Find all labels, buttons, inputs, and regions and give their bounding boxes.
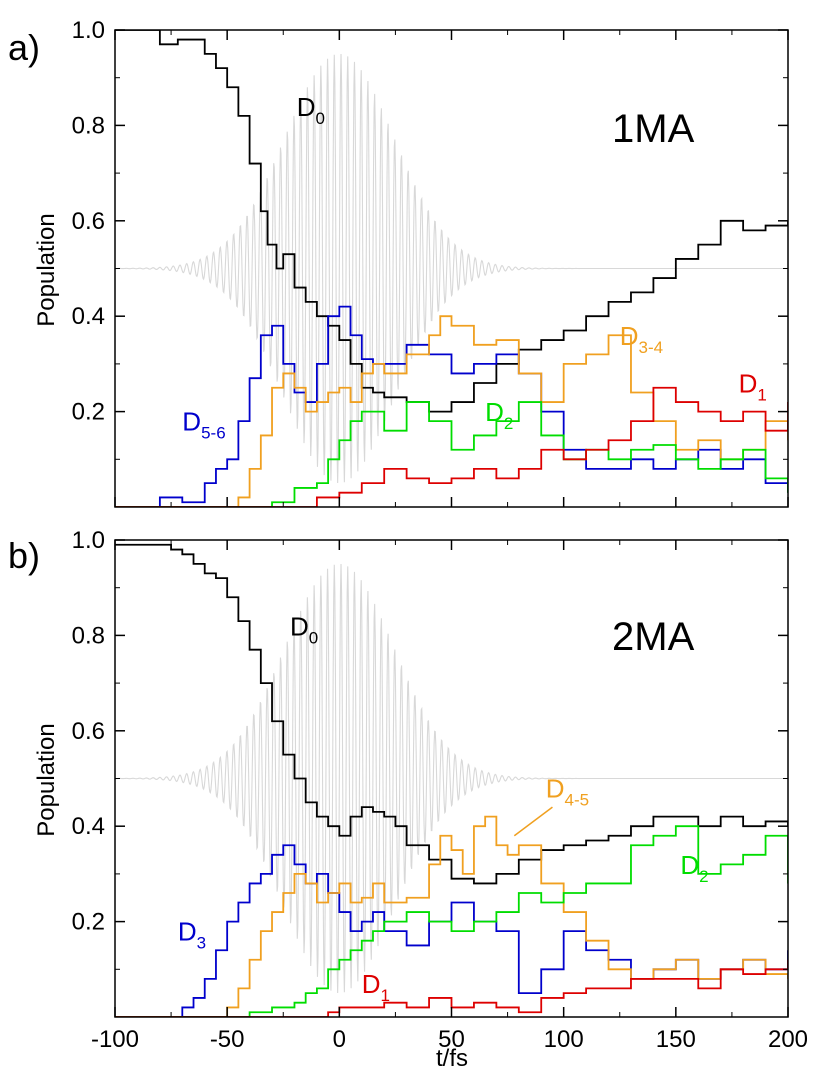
series-labels-b: D0 D3 D4-5 D2 D1 — [178, 611, 709, 1005]
series-line-d4-5 — [115, 815, 788, 1017]
series-line-d0 — [115, 543, 788, 885]
series-label-d1: D1 — [739, 369, 767, 405]
series-label-d0: D0 — [297, 92, 325, 128]
series-line-d1 — [115, 386, 788, 507]
molecule-label-b: 2MA — [612, 615, 695, 659]
series-line-d0 — [115, 30, 788, 413]
y-tick-label: 0.8 — [72, 622, 105, 649]
y-tick-label: 0.8 — [72, 112, 105, 139]
panel-b-chart: D0 D3 D4-5 D2 D1 0.2 0.4 0.6 0.8 1.0 -100 -50 0 50 1… — [8, 527, 808, 1071]
y-axis-ticks-a: 0.2 0.4 0.6 0.8 1.0 — [72, 17, 789, 507]
y-tick-label: 0.4 — [72, 813, 105, 840]
molecule-label-a: 1MA — [612, 107, 695, 151]
y-tick-label: 1.0 — [72, 527, 105, 554]
series-line-d5-6 — [115, 305, 788, 507]
series-labels-a: D0 D5-6 D3-4 D2 D1 — [182, 92, 767, 443]
panel-label-a: a) — [8, 27, 40, 68]
series-line-d1 — [115, 959, 788, 1017]
series-group-b — [115, 543, 788, 1017]
panel-label-b: b) — [8, 535, 40, 576]
series-label-d4-5: D4-5 — [546, 774, 589, 810]
label-leader-line — [513, 806, 553, 837]
x-tick-label: 0 — [333, 1026, 346, 1053]
y-tick-label: 0.6 — [72, 718, 105, 745]
y-tick-label: 0.2 — [72, 399, 105, 426]
pulse-envelope-b — [115, 563, 788, 994]
y-axis-label-a: Population — [33, 213, 60, 326]
x-axis-ticks-b: -100 -50 0 50 100 150 200 — [91, 540, 808, 1053]
panel-a-chart: D0 D5-6 D3-4 D2 D1 0.2 0.4 0.6 0.8 1.0 a) 1MA Po… — [8, 17, 789, 508]
y-tick-label: 0.6 — [72, 208, 105, 235]
y-tick-label: 0.4 — [72, 303, 105, 330]
y-axis-ticks-b: 0.2 0.4 0.6 0.8 1.0 — [72, 527, 788, 970]
pulse-oscillation — [115, 563, 788, 994]
series-line-d2 — [115, 401, 788, 507]
series-label-d2: D2 — [485, 397, 513, 433]
series-label-d3-4: D3-4 — [620, 321, 663, 357]
x-tick-label: 200 — [768, 1026, 808, 1053]
y-tick-label: 0.2 — [72, 909, 105, 936]
series-label-d5-6: D5-6 — [182, 407, 225, 443]
series-line-d3-4 — [115, 315, 788, 507]
series-label-d1: D1 — [362, 969, 390, 1005]
x-tick-label: -100 — [91, 1026, 139, 1053]
series-label-d0: D0 — [290, 611, 318, 647]
x-tick-label: 150 — [656, 1026, 696, 1053]
x-tick-label: 100 — [544, 1026, 584, 1053]
series-line-d2 — [115, 825, 788, 1017]
x-tick-label: -50 — [210, 1026, 245, 1053]
x-tick-label: 50 — [438, 1026, 465, 1053]
y-axis-label-b: Population — [33, 723, 60, 836]
series-group-a — [115, 30, 788, 507]
series-label-d2: D2 — [680, 850, 708, 886]
series-label-d3: D3 — [178, 917, 206, 953]
x-axis-label: t/fs — [436, 1045, 468, 1071]
y-tick-label: 1.0 — [72, 17, 105, 44]
